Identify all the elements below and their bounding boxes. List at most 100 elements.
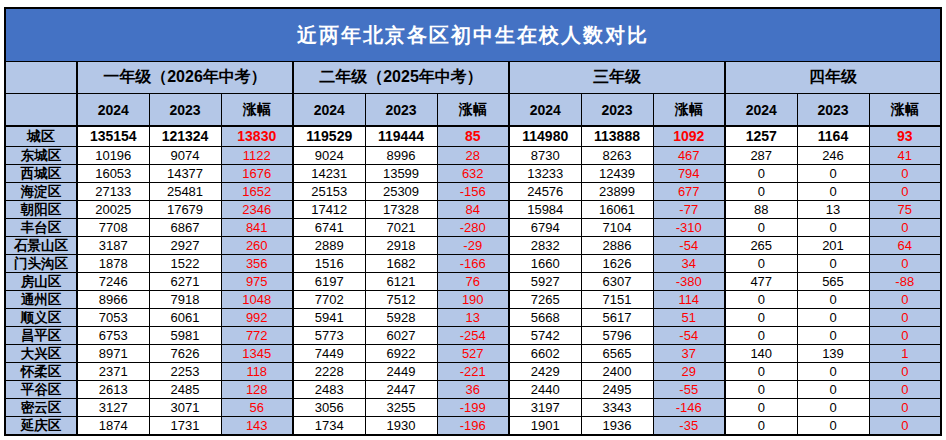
enrollment-value-cell: 7021 <box>365 219 437 237</box>
enrollment-value-cell: 0 <box>797 255 869 273</box>
delta-value-cell: 0 <box>869 327 941 345</box>
enrollment-value-cell: 0 <box>725 309 797 327</box>
delta-value-cell: 76 <box>437 273 509 291</box>
enrollment-value-cell: 0 <box>797 381 869 399</box>
enrollment-value-cell: 0 <box>797 327 869 345</box>
delta-value-cell: 0 <box>869 363 941 381</box>
enrollment-value-cell: 201 <box>797 237 869 255</box>
enrollment-value-cell: 1878 <box>77 255 149 273</box>
enrollment-value-cell: 16061 <box>581 201 653 219</box>
year-header-cell: 2023 <box>149 94 221 127</box>
group-header-cell: 一年级（2026年中考） <box>77 62 293 94</box>
enrollment-value-cell: 5617 <box>581 309 653 327</box>
enrollment-value-cell: 0 <box>725 183 797 201</box>
delta-value-cell: -221 <box>437 363 509 381</box>
enrollment-value-cell: 2495 <box>581 381 653 399</box>
delta-value-cell: 56 <box>221 399 293 417</box>
delta-value-cell: -254 <box>437 327 509 345</box>
year-header-cell: 2024 <box>293 94 365 127</box>
enrollment-value-cell: 14231 <box>293 165 365 183</box>
district-label-cell: 密云区 <box>5 399 77 417</box>
enrollment-value-cell: 7053 <box>77 309 149 327</box>
delta-value-cell: 64 <box>869 237 941 255</box>
table-title: 近两年北京各区初中生在校人数对比 <box>5 8 941 62</box>
enrollment-value-cell: 17328 <box>365 201 437 219</box>
enrollment-value-cell: 135154 <box>77 126 149 147</box>
table-row: 丰台区7708686784167417021-28067947104-31000… <box>5 219 941 237</box>
enrollment-value-cell: 1936 <box>581 417 653 436</box>
enrollment-value-cell: 113888 <box>581 126 653 147</box>
enrollment-value-cell: 16053 <box>77 165 149 183</box>
delta-value-cell: 527 <box>437 345 509 363</box>
district-label-cell: 西城区 <box>5 165 77 183</box>
delta-value-cell: -310 <box>653 219 725 237</box>
delta-value-cell: 0 <box>869 417 941 436</box>
enrollment-value-cell: 7265 <box>509 291 581 309</box>
enrollment-value-cell: 6565 <box>581 345 653 363</box>
enrollment-value-cell: 5742 <box>509 327 581 345</box>
enrollment-value-cell: 17412 <box>293 201 365 219</box>
enrollment-value-cell: 119529 <box>293 126 365 147</box>
enrollment-value-cell: 2440 <box>509 381 581 399</box>
delta-value-cell: 992 <box>221 309 293 327</box>
delta-value-cell: -146 <box>653 399 725 417</box>
enrollment-value-cell: 3071 <box>149 399 221 417</box>
enrollment-value-cell: 13599 <box>365 165 437 183</box>
enrollment-value-cell: 7449 <box>293 345 365 363</box>
enrollment-value-cell: 246 <box>797 147 869 165</box>
delta-value-cell: 2346 <box>221 201 293 219</box>
delta-value-cell: 975 <box>221 273 293 291</box>
enrollment-value-cell: 0 <box>725 291 797 309</box>
delta-value-cell: 36 <box>437 381 509 399</box>
enrollment-value-cell: 2447 <box>365 381 437 399</box>
delta-value-cell: 794 <box>653 165 725 183</box>
delta-value-cell: 677 <box>653 183 725 201</box>
group-header-cell: 二年级（2025年中考） <box>293 62 509 94</box>
district-label-cell: 顺义区 <box>5 309 77 327</box>
delta-value-cell: 1122 <box>221 147 293 165</box>
table-row: 怀柔区2371225311822282449-2212429240029000 <box>5 363 941 381</box>
delta-value-cell: -156 <box>437 183 509 201</box>
delta-value-cell: 841 <box>221 219 293 237</box>
enrollment-value-cell: 0 <box>725 219 797 237</box>
enrollment-value-cell: 1930 <box>365 417 437 436</box>
enrollment-value-cell: 0 <box>725 417 797 436</box>
table-row: 石景山区3187292726028892918-2928322886-54265… <box>5 237 941 255</box>
table-row: 通州区8966791810487702751219072657151114000 <box>5 291 941 309</box>
enrollment-value-cell: 0 <box>797 417 869 436</box>
enrollment-value-cell: 287 <box>725 147 797 165</box>
delta-value-cell: -380 <box>653 273 725 291</box>
enrollment-value-cell: 8971 <box>77 345 149 363</box>
enrollment-value-cell: 7151 <box>581 291 653 309</box>
enrollment-value-cell: 1734 <box>293 417 365 436</box>
enrollment-value-cell: 2228 <box>293 363 365 381</box>
enrollment-value-cell: 25153 <box>293 183 365 201</box>
delta-value-cell: 1652 <box>221 183 293 201</box>
table-row: 平谷区26132485128248324473624402495-55000 <box>5 381 941 399</box>
district-label-cell: 门头沟区 <box>5 255 77 273</box>
enrollment-value-cell: 2889 <box>293 237 365 255</box>
enrollment-value-cell: 2449 <box>365 363 437 381</box>
enrollment-value-cell: 20025 <box>77 201 149 219</box>
enrollment-value-cell: 2613 <box>77 381 149 399</box>
enrollment-value-cell: 0 <box>797 363 869 381</box>
enrollment-value-cell: 6602 <box>509 345 581 363</box>
year-header-cell: 2024 <box>77 94 149 127</box>
delta-value-cell: 118 <box>221 363 293 381</box>
delta-value-cell: 356 <box>221 255 293 273</box>
enrollment-value-cell: 2371 <box>77 363 149 381</box>
delta-value-cell: 0 <box>869 309 941 327</box>
delta-value-cell: 51 <box>653 309 725 327</box>
enrollment-value-cell: 27133 <box>77 183 149 201</box>
enrollment-value-cell: 9024 <box>293 147 365 165</box>
delta-value-cell: 93 <box>869 126 941 147</box>
delta-value-cell: 190 <box>437 291 509 309</box>
enrollment-value-cell: 6197 <box>293 273 365 291</box>
table-row: 海淀区271332548116522515325309-156245762389… <box>5 183 941 201</box>
enrollment-value-cell: 1874 <box>77 417 149 436</box>
enrollment-value-cell: 7626 <box>149 345 221 363</box>
enrollment-value-cell: 7918 <box>149 291 221 309</box>
enrollment-value-cell: 8263 <box>581 147 653 165</box>
enrollment-value-cell: 15984 <box>509 201 581 219</box>
delta-value-cell: 1048 <box>221 291 293 309</box>
